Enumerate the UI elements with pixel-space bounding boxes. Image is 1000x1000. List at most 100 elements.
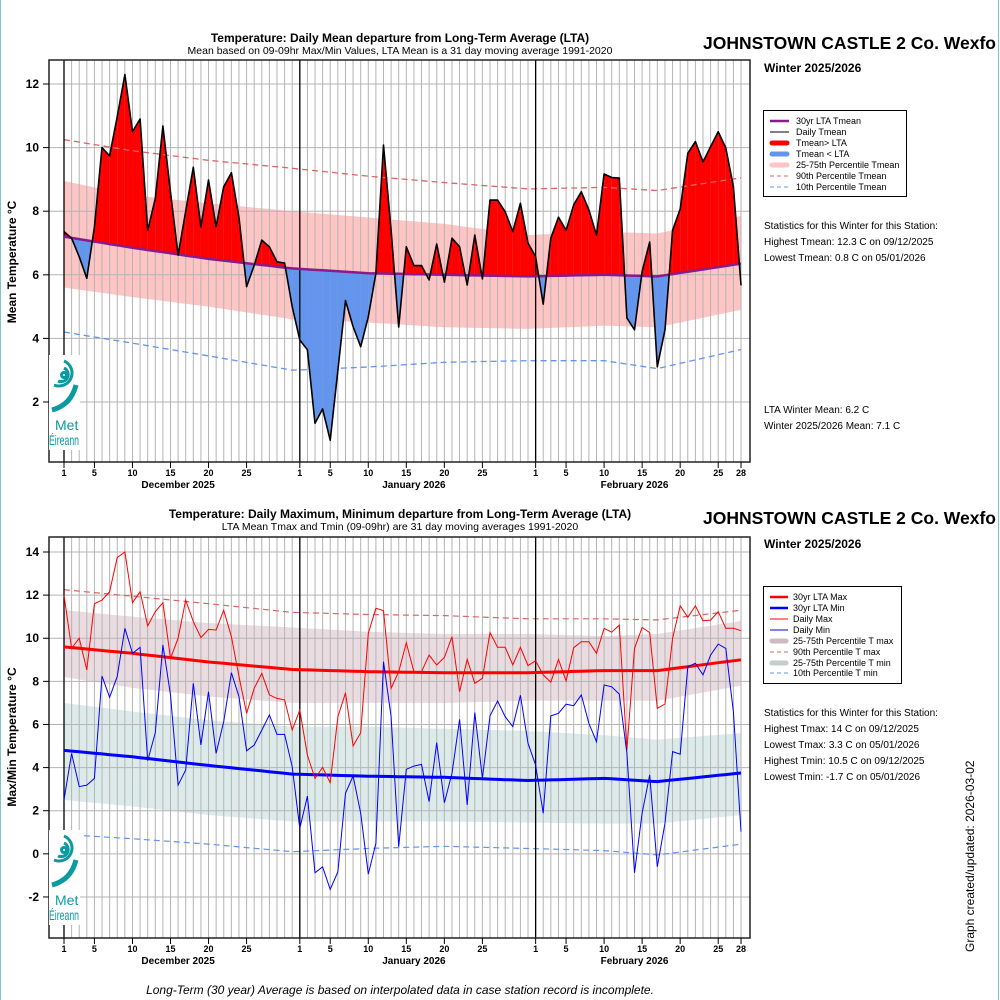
legend-label: Tmean> LTA — [796, 138, 847, 148]
y-tick-label: 12 — [26, 77, 40, 91]
fill-above-lta — [695, 141, 703, 271]
fill-below-lta — [299, 268, 308, 350]
legend-label: 25-75th Percentile T min — [793, 658, 891, 668]
tmean-point — [253, 264, 255, 266]
met-eireann-logo: Met Éireann — [49, 830, 80, 925]
tmean-point — [458, 246, 461, 248]
tmean-point — [413, 264, 415, 267]
top-season-label: Winter 2025/2026 — [764, 61, 862, 75]
x-tick-label: 5 — [328, 944, 333, 954]
tmean-point — [542, 303, 544, 305]
tmean-point — [337, 369, 339, 371]
tmean-point — [230, 172, 232, 174]
legend-label: Daily Max — [793, 614, 833, 624]
tmean-point — [101, 147, 103, 149]
x-tick-label: 1 — [61, 468, 66, 478]
tmean-point — [702, 161, 704, 163]
fill-above-lta — [451, 238, 460, 276]
month-label: January 2026 — [382, 956, 446, 967]
tmean-point — [550, 237, 552, 239]
x-tick-label: 25 — [477, 944, 487, 954]
fill-above-lta — [680, 153, 688, 273]
tmean-point — [322, 408, 324, 410]
tmean-point — [245, 285, 248, 288]
x-tick-label: 25 — [713, 944, 723, 954]
fill-above-lta — [208, 180, 217, 260]
x-tick-label: 10 — [363, 944, 373, 954]
tmean-point — [573, 204, 575, 206]
fill-above-lta — [185, 167, 194, 257]
x-tick-label: 15 — [637, 468, 647, 478]
tmean-point — [185, 210, 187, 212]
fill-above-lta — [162, 125, 171, 254]
stat-lowest-tmean: Lowest Tmean: 0.8 C on 05/01/2026 — [764, 253, 926, 264]
stat-season-mean: Winter 2025/2026 Mean: 7.1 C — [764, 421, 900, 432]
legend-label: Daily Min — [793, 625, 830, 635]
top-legend: 30yr LTA Tmean Daily Tmean Tmean> LTA Tm… — [763, 110, 907, 197]
fill-above-lta — [102, 147, 110, 245]
tmean-point — [390, 229, 392, 231]
tmean-point — [284, 262, 286, 264]
x-tick-label: 1 — [297, 468, 302, 478]
x-tick-label: 20 — [439, 944, 449, 954]
fill-above-lta — [687, 141, 696, 272]
fill-above-lta — [413, 265, 422, 275]
x-tick-label: 5 — [564, 944, 569, 954]
footer-note: Long-Term (30 year) Average is based on … — [146, 983, 654, 997]
y-tick-label: 0 — [32, 847, 39, 861]
fill-above-lta — [231, 172, 239, 263]
x-tick-label: 10 — [127, 468, 137, 478]
y-tick-label: 10 — [26, 141, 40, 155]
tmean-point — [436, 243, 438, 245]
tmean-point — [238, 216, 240, 219]
tmean-point — [63, 230, 65, 233]
fill-above-lta — [147, 198, 156, 252]
met-eireann-logo: Met Éireann — [49, 355, 80, 450]
x-tick-label: 15 — [637, 944, 647, 954]
tmean-point — [116, 116, 118, 118]
x-tick-label: 5 — [92, 944, 97, 954]
x-tick-label: 5 — [564, 468, 569, 478]
x-tick-label: 15 — [165, 468, 175, 478]
fill-below-lta — [79, 239, 87, 279]
fill-above-lta — [223, 172, 232, 262]
stat-highest-tmin: Highest Tmin: 10.5 C on 09/12/2025 — [764, 756, 925, 767]
month-label: January 2026 — [382, 480, 446, 491]
tmean-point — [261, 239, 263, 241]
legend-label: 25-75th Percentile T max — [793, 636, 894, 646]
x-tick-label: 10 — [599, 468, 609, 478]
bottom-legend: 30yr LTA Max 30yr LTA Min Daily Max Dail… — [763, 586, 902, 684]
tmean-point — [664, 329, 666, 331]
fill-above-lta — [611, 177, 620, 276]
x-tick-label: 20 — [675, 944, 685, 954]
logo-swirl-icon — [51, 359, 79, 413]
stats-heading: Statistics for this Winter for this Stat… — [764, 221, 938, 232]
tmean-point — [268, 246, 270, 248]
tmean-point — [93, 226, 96, 228]
bottom-season-label: Winter 2025/2026 — [764, 537, 862, 551]
tmean-point — [679, 208, 681, 210]
stat-lowest-tmin: Lowest Tmin: -1.7 C on 05/01/2026 — [764, 772, 920, 783]
x-tick-label: 10 — [127, 944, 137, 954]
tmean-point — [314, 422, 316, 424]
tmean-point — [481, 278, 483, 280]
fill-above-lta — [528, 243, 536, 277]
tmean-point — [732, 186, 735, 188]
tmean-point — [352, 326, 354, 328]
fill-above-lta — [550, 217, 559, 276]
fill-above-lta — [193, 167, 201, 258]
tmean-point — [329, 439, 331, 441]
x-tick-label: 20 — [675, 468, 685, 478]
tmean-point — [207, 179, 210, 181]
tmean-point — [344, 299, 347, 302]
logo-text-met: Met — [55, 417, 78, 433]
fill-above-lta — [200, 180, 209, 259]
tmean-point — [306, 349, 309, 351]
percentile-band — [64, 702, 742, 824]
tmean-point — [466, 284, 468, 286]
fill-above-lta — [497, 200, 506, 276]
p10-tmin-line — [63, 833, 742, 856]
legend-label: 30yr LTA Tmean — [796, 116, 861, 126]
